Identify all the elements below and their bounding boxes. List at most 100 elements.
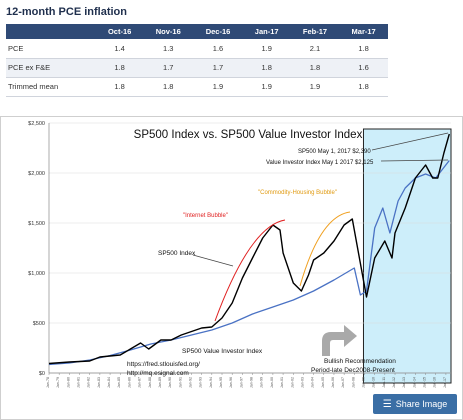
annotation-value-investor-value: Value Investor Index May 1 2017 $2,125 [266,160,374,166]
annotation-arrow-sp500 [371,132,449,151]
x-tick-label: Jan-79 [56,377,60,388]
x-tick-label: Jan-97 [239,377,243,388]
x-tick-label: Jan-12 [392,377,396,388]
x-tick-label: Jan-85 [117,377,121,388]
table-cell: 1.6 [339,58,388,78]
column-header: Oct-16 [96,24,144,39]
x-tick-label: Jan-82 [87,377,91,388]
table-row: PCE ex F&E 1.8 1.7 1.7 1.8 1.8 1.6 [6,58,388,78]
x-tick-label: Jan-88 [148,377,152,388]
x-tick-label: Jan-15 [423,377,427,388]
x-tick-label: Jan-04 [311,377,315,388]
x-tick-label: Jan-17 [443,377,447,388]
table-cell: 1.9 [290,77,340,97]
table-cell: 1.8 [96,58,144,78]
annotation-period: Period-late Dec2008-Present [311,367,395,374]
series-line [48,160,450,366]
column-header: Dec-16 [193,24,243,39]
table-row: Trimmed mean 1.8 1.8 1.9 1.9 1.9 1.8 [6,77,388,97]
x-tick-label: Jan-90 [168,377,172,388]
table-cell: 1.9 [242,77,291,97]
column-header: Mar-17 [339,24,388,39]
x-tick-label: Jan-01 [280,377,284,388]
annotation-housing-bubble: "Commodity-Housing Bubble" [258,190,337,196]
table-row: PCE 1.4 1.3 1.6 1.9 2.1 1.8 [6,39,388,59]
x-tick-label: Jan-99 [260,377,264,388]
table-cell: 1.8 [143,77,194,97]
y-tick-label: $1,000 [28,271,45,277]
column-header: Jan-17 [242,24,291,39]
x-tick-label: Jan-94 [209,377,213,388]
x-tick-label: Jan-07 [341,377,345,388]
annotation-bullish: Bullish Recommendation [324,358,396,365]
x-tick-label: Jan-98 [250,377,254,388]
table-cell: 1.7 [143,58,194,78]
annotation-arrow-value [380,159,449,162]
table-cell: 1.7 [193,58,243,78]
table-cell: 1.8 [242,58,291,78]
x-tick-label: Jan-03 [300,377,304,388]
share-image-label: Share Image [395,399,448,409]
label-value-investor-index: SP500 Value Investor Index [182,348,263,355]
x-tick-label: Jan-81 [77,377,81,388]
x-tick-label: Jan-11 [382,377,386,388]
annotation-sp500-value: SP500 May 1, 2017 $2,390 [298,149,371,155]
x-tick-label: Jan-08 [351,377,355,388]
column-header: Feb-17 [290,24,340,39]
y-tick-label: $500 [33,321,45,327]
bubble-curve-internet [214,219,286,322]
row-label: PCE [6,39,97,59]
source-fred: https://fred.stlouisfed.org/ [127,361,200,368]
x-tick-label: Jan-84 [107,377,111,388]
share-image-button[interactable]: ☰ Share Image [373,394,457,414]
row-label: PCE ex F&E [6,58,97,78]
highlight-region [362,128,452,384]
x-tick-label: Jan-91 [178,377,182,388]
x-tick-label: Jan-93 [199,377,203,388]
table-header-row: Oct-16 Nov-16 Dec-16 Jan-17 Feb-17 Mar-1… [6,24,388,39]
x-tick-label: Jan-86 [127,377,131,388]
x-tick-label: Jan-13 [402,377,406,388]
row-label: Trimmed mean [6,77,97,97]
column-header: Nov-16 [143,24,194,39]
x-tick-label: Jan-95 [219,377,223,388]
bubble-curve-housing [299,211,351,287]
table-cell: 1.6 [193,39,243,59]
x-tick-label: Jan-14 [412,377,416,388]
x-tick-label: Jan-02 [290,377,294,388]
table-cell: 1.4 [96,39,144,59]
source-esignal: http://mq.esignal.com [127,370,189,377]
x-tick-label: Jan-96 [229,377,233,388]
sp500-chart: $0 $500 $1,000 $1,500 $2,000 $2,500 Jan-78 Jan… [0,116,463,420]
layers-icon: ☰ [382,398,392,410]
x-tick-label: Jan-10 [372,377,376,388]
x-tick-label: Jan-06 [331,377,335,388]
table-cell: 1.9 [242,39,291,59]
annotation-internet-bubble: "Internet Bubble" [183,213,228,219]
pce-table: Oct-16 Nov-16 Dec-16 Jan-17 Feb-17 Mar-1… [6,24,388,97]
y-tick-label: $0 [39,371,45,377]
x-tick-label: Jan-00 [270,377,274,388]
x-tick-label: Jan-78 [46,377,50,388]
series-line [48,133,450,365]
bullish-arrow-icon [322,325,357,356]
table-cell: 1.8 [339,77,388,97]
x-tick-label: Jan-92 [188,377,192,388]
x-tick-label: Jan-05 [321,377,325,388]
chart-title: SP500 Index vs. SP500 Value Investor Ind… [134,129,363,141]
table-cell: 1.8 [339,39,388,59]
table-cell: 1.8 [96,77,144,97]
label-arrow-sp500 [192,254,234,267]
x-tick-label: Jan-87 [138,377,142,388]
x-tick-label: Jan-16 [433,377,437,388]
table-cell: 1.8 [290,58,340,78]
table-title: 12-month PCE inflation [6,6,127,18]
x-tick-label: Jan-83 [97,377,101,388]
column-header [6,24,97,39]
x-tick-label: Jan-89 [158,377,162,388]
x-tick-label: Jan-09 [361,377,365,388]
y-tick-label: $1,500 [28,221,45,227]
chart-canvas: $0 $500 $1,000 $1,500 $2,000 $2,500 Jan-78 Jan… [0,116,463,420]
table-cell: 1.3 [143,39,194,59]
label-sp500-index: SP500 Index [158,250,196,257]
